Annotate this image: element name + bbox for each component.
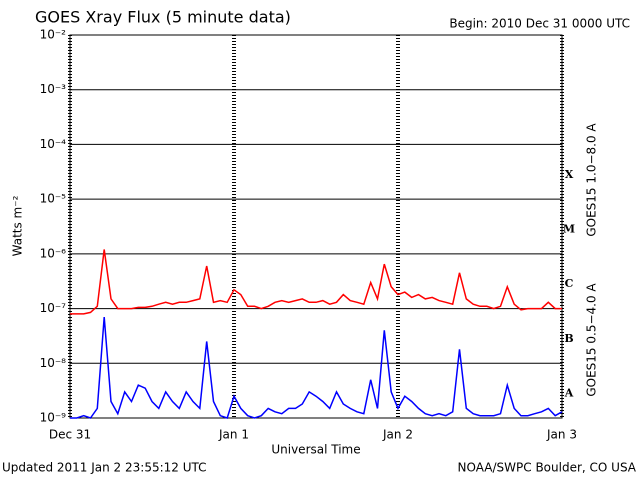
footer-right: NOAA/SWPC Boulder, CO USA	[458, 461, 637, 475]
y-tick-label: 10⁻⁶	[40, 246, 67, 260]
chart-subtitle: Begin: 2010 Dec 31 0000 UTC	[449, 17, 630, 31]
footer-left: Updated 2011 Jan 2 23:55:12 UTC	[2, 461, 207, 475]
series-line	[70, 249, 562, 315]
x-tick-label: Jan 3	[546, 428, 577, 442]
x-tick-label: Jan 2	[382, 428, 413, 442]
y-tick-label: 10⁻⁹	[40, 411, 67, 425]
flare-class-label: A	[564, 387, 574, 400]
y-tick-label: 10⁻⁸	[40, 356, 67, 370]
series-line	[70, 316, 563, 419]
y-tick-label: 10⁻³	[40, 82, 67, 96]
flare-class-label: B	[564, 332, 573, 345]
y-tick-label: 10⁻⁵	[40, 192, 67, 206]
x-tick-label: Dec 31	[49, 428, 91, 442]
plot-frame	[69, 34, 563, 419]
y-tick-label: 10⁻⁴	[40, 137, 67, 151]
flare-class-label: X	[565, 168, 574, 181]
flare-class-label: M	[563, 223, 575, 236]
x-tick-label: Jan 1	[218, 428, 249, 442]
y-axis-label: Watts m⁻²	[11, 195, 25, 256]
flare-class-label: C	[565, 277, 574, 290]
legend-label: GOES15 1.0−8.0 A	[585, 123, 599, 237]
y-tick-label: 10⁻²	[40, 28, 67, 42]
y-tick-label: 10⁻⁷	[40, 301, 67, 315]
legend-label: GOES15 0.5−4.0 A	[585, 283, 599, 397]
x-axis-label: Universal Time	[271, 443, 360, 457]
chart-title: GOES Xray Flux (5 minute data)	[35, 8, 291, 27]
